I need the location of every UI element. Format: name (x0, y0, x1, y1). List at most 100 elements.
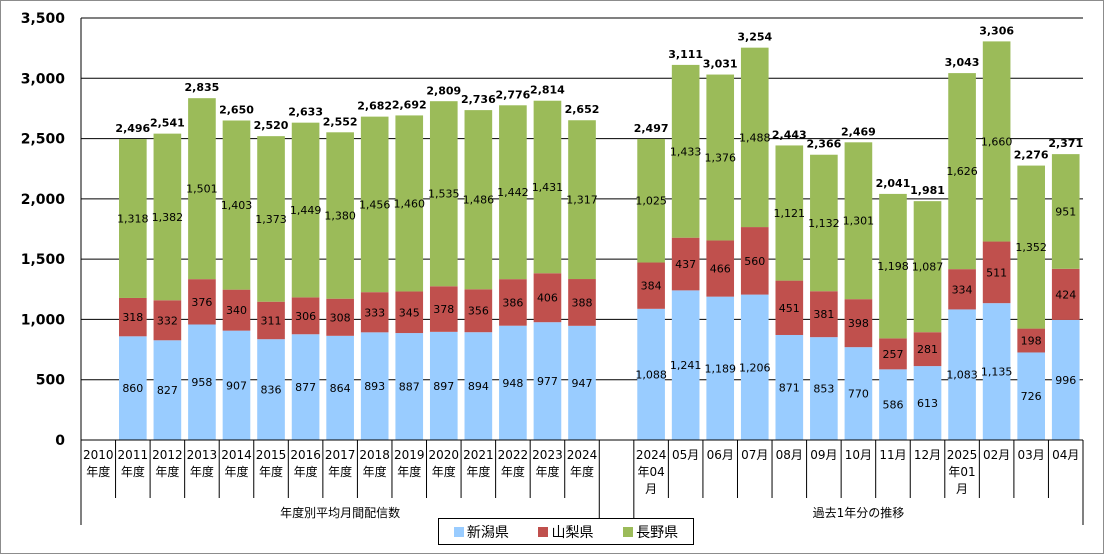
data-label: 586 (882, 399, 903, 412)
bar-segment (948, 73, 976, 270)
bar-segment (395, 333, 424, 440)
x-tick-label: 月 (956, 482, 968, 496)
bar-segment (913, 201, 942, 333)
bar-segment (360, 292, 389, 333)
bar-segment (464, 110, 493, 290)
bar-segment (1051, 268, 1080, 320)
x-tick-label: 2020 (429, 448, 460, 462)
bar-segment (1017, 328, 1045, 353)
data-label: 1,488 (739, 131, 771, 144)
bar-segment (706, 240, 735, 297)
data-label: 381 (813, 308, 834, 321)
x-tick-label: 11月 (879, 448, 906, 462)
x-tick-label: 2015 (256, 448, 287, 462)
total-label: 2,650 (219, 103, 254, 116)
bar-segment (291, 122, 320, 298)
x-tick-label: 年度 (570, 464, 594, 479)
legend-item-niigata: 新潟県 (453, 522, 509, 542)
total-label: 2,041 (876, 177, 911, 190)
bar-segment (153, 340, 182, 440)
data-label: 311 (261, 314, 282, 327)
total-label: 2,443 (772, 128, 807, 141)
bar-segment (879, 338, 907, 370)
total-label: 2,371 (1048, 137, 1083, 150)
x-tick-label: 08月 (776, 448, 803, 462)
x-tick-label: 09月 (810, 448, 837, 462)
x-tick-label: 年度 (190, 464, 214, 479)
bar-segment (222, 330, 251, 440)
x-tick-label: 2012 (152, 448, 183, 462)
bar-segment (775, 280, 804, 335)
x-tick-label: 2025 (947, 448, 978, 462)
bar-segment (153, 300, 182, 341)
y-tick-label: 2,500 (21, 132, 66, 148)
data-label: 1,403 (221, 199, 253, 212)
x-tick-label: 年度 (155, 464, 179, 479)
y-tick-label: 1,000 (21, 312, 66, 328)
total-label: 2,736 (461, 93, 496, 106)
bar-segment (982, 241, 1011, 304)
data-label: 1,088 (635, 368, 667, 381)
data-label: 726 (1021, 390, 1042, 403)
x-tick-label: 年度 (259, 464, 283, 479)
data-label: 887 (399, 381, 420, 394)
bar-segment (119, 336, 147, 440)
legend: 新潟県 山梨県 長野県 (438, 518, 694, 545)
bar-segment (395, 291, 424, 334)
x-tick-label: 年度 (328, 464, 352, 479)
legend-label-yamanashi: 山梨県 (551, 524, 594, 541)
data-label: 560 (744, 255, 765, 268)
bar-segment (671, 237, 700, 291)
data-label: 1,373 (255, 213, 287, 226)
data-label: 1,135 (981, 366, 1013, 379)
data-label: 332 (157, 314, 178, 327)
data-label: 996 (1055, 374, 1076, 387)
data-label: 398 (848, 317, 869, 330)
data-label: 1,318 (117, 213, 149, 226)
x-tick-label: 06月 (707, 448, 734, 462)
total-label: 2,633 (288, 106, 323, 119)
x-tick-label: 03月 (1018, 448, 1045, 462)
x-tick-label: 02月 (983, 448, 1010, 462)
data-label: 1,376 (704, 152, 736, 165)
bar-segment (775, 145, 804, 281)
bar-segment (326, 298, 354, 336)
bar-segment (879, 193, 907, 339)
data-label: 386 (502, 296, 523, 309)
x-tick-label: 2016 (290, 448, 321, 462)
bar-segment (119, 139, 147, 298)
y-tick-label: 3,000 (21, 71, 66, 87)
bar-segment (464, 332, 493, 440)
data-label: 281 (917, 343, 938, 356)
legend-swatch-niigata (453, 526, 464, 537)
x-tick-label: 年度 (121, 464, 145, 479)
x-tick-label: 07月 (741, 448, 768, 462)
data-label: 1,189 (704, 362, 736, 375)
data-label: 378 (433, 303, 454, 316)
data-label: 1,382 (152, 211, 184, 224)
data-label: 877 (295, 381, 316, 394)
x-tick-label: 年04 (637, 465, 664, 479)
bar-segment (982, 41, 1011, 242)
bar-segment (326, 132, 354, 299)
data-label: 951 (1055, 205, 1076, 218)
data-label: 384 (641, 280, 662, 293)
x-tick-label: 2011 (118, 448, 149, 462)
data-label: 613 (917, 397, 938, 410)
data-label: 947 (572, 377, 593, 390)
x-tick-label: 年度 (535, 464, 559, 479)
bar-segment (222, 120, 251, 290)
data-label: 318 (122, 311, 143, 324)
x-tick-label: 10月 (845, 448, 872, 462)
x-tick-label: 年度 (501, 464, 525, 479)
data-label: 257 (882, 348, 903, 361)
data-label: 345 (399, 306, 420, 319)
x-tick-label: 年度 (294, 464, 318, 479)
bar-segment (291, 334, 320, 440)
bar-segment (637, 262, 665, 309)
bar-segment (568, 325, 596, 440)
x-tick-label: 2013 (187, 448, 218, 462)
x-tick-label: 2024 (567, 448, 598, 462)
bar-segment (948, 309, 976, 440)
